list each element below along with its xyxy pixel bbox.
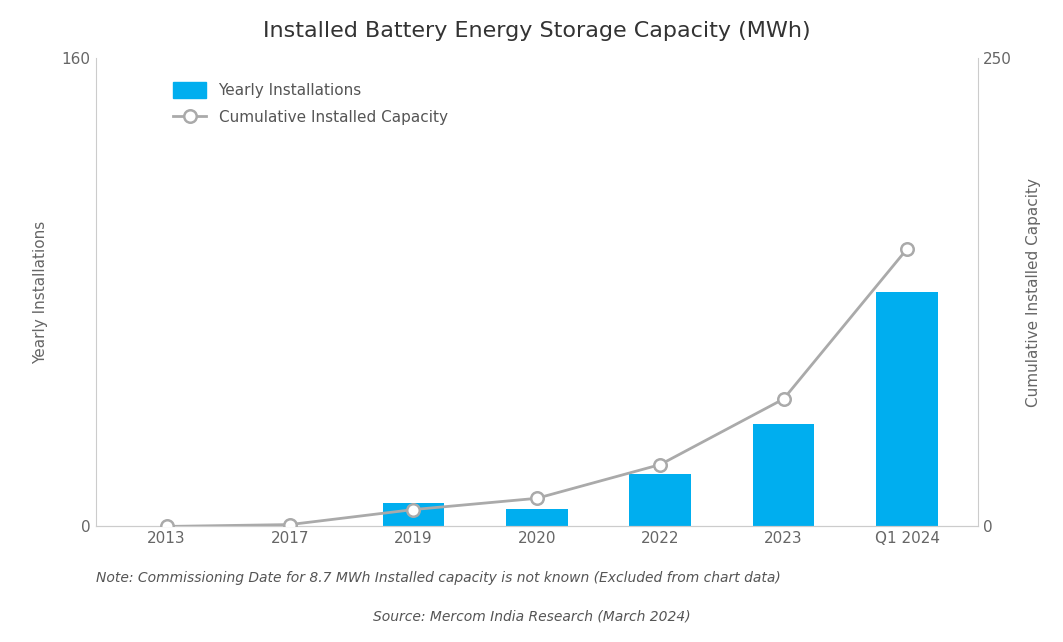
Bar <box>383 503 444 526</box>
Legend: Yearly Installations, Cumulative Installed Capacity: Yearly Installations, Cumulative Install… <box>165 74 455 133</box>
Bar <box>629 474 691 526</box>
Text: Note: Commissioning Date for 8.7 MWh Installed capacity is not known (Excluded f: Note: Commissioning Date for 8.7 MWh Ins… <box>96 571 780 585</box>
Title: Installed Battery Energy Storage Capacity (MWh): Installed Battery Energy Storage Capacit… <box>263 21 811 41</box>
Bar <box>506 509 568 526</box>
Text: Source: Mercom India Research (March 2024): Source: Mercom India Research (March 202… <box>373 609 690 623</box>
Bar <box>876 292 938 526</box>
Bar <box>753 424 814 526</box>
Y-axis label: Cumulative Installed Capacity: Cumulative Installed Capacity <box>1026 178 1041 406</box>
Y-axis label: Yearly Installations: Yearly Installations <box>33 220 48 364</box>
